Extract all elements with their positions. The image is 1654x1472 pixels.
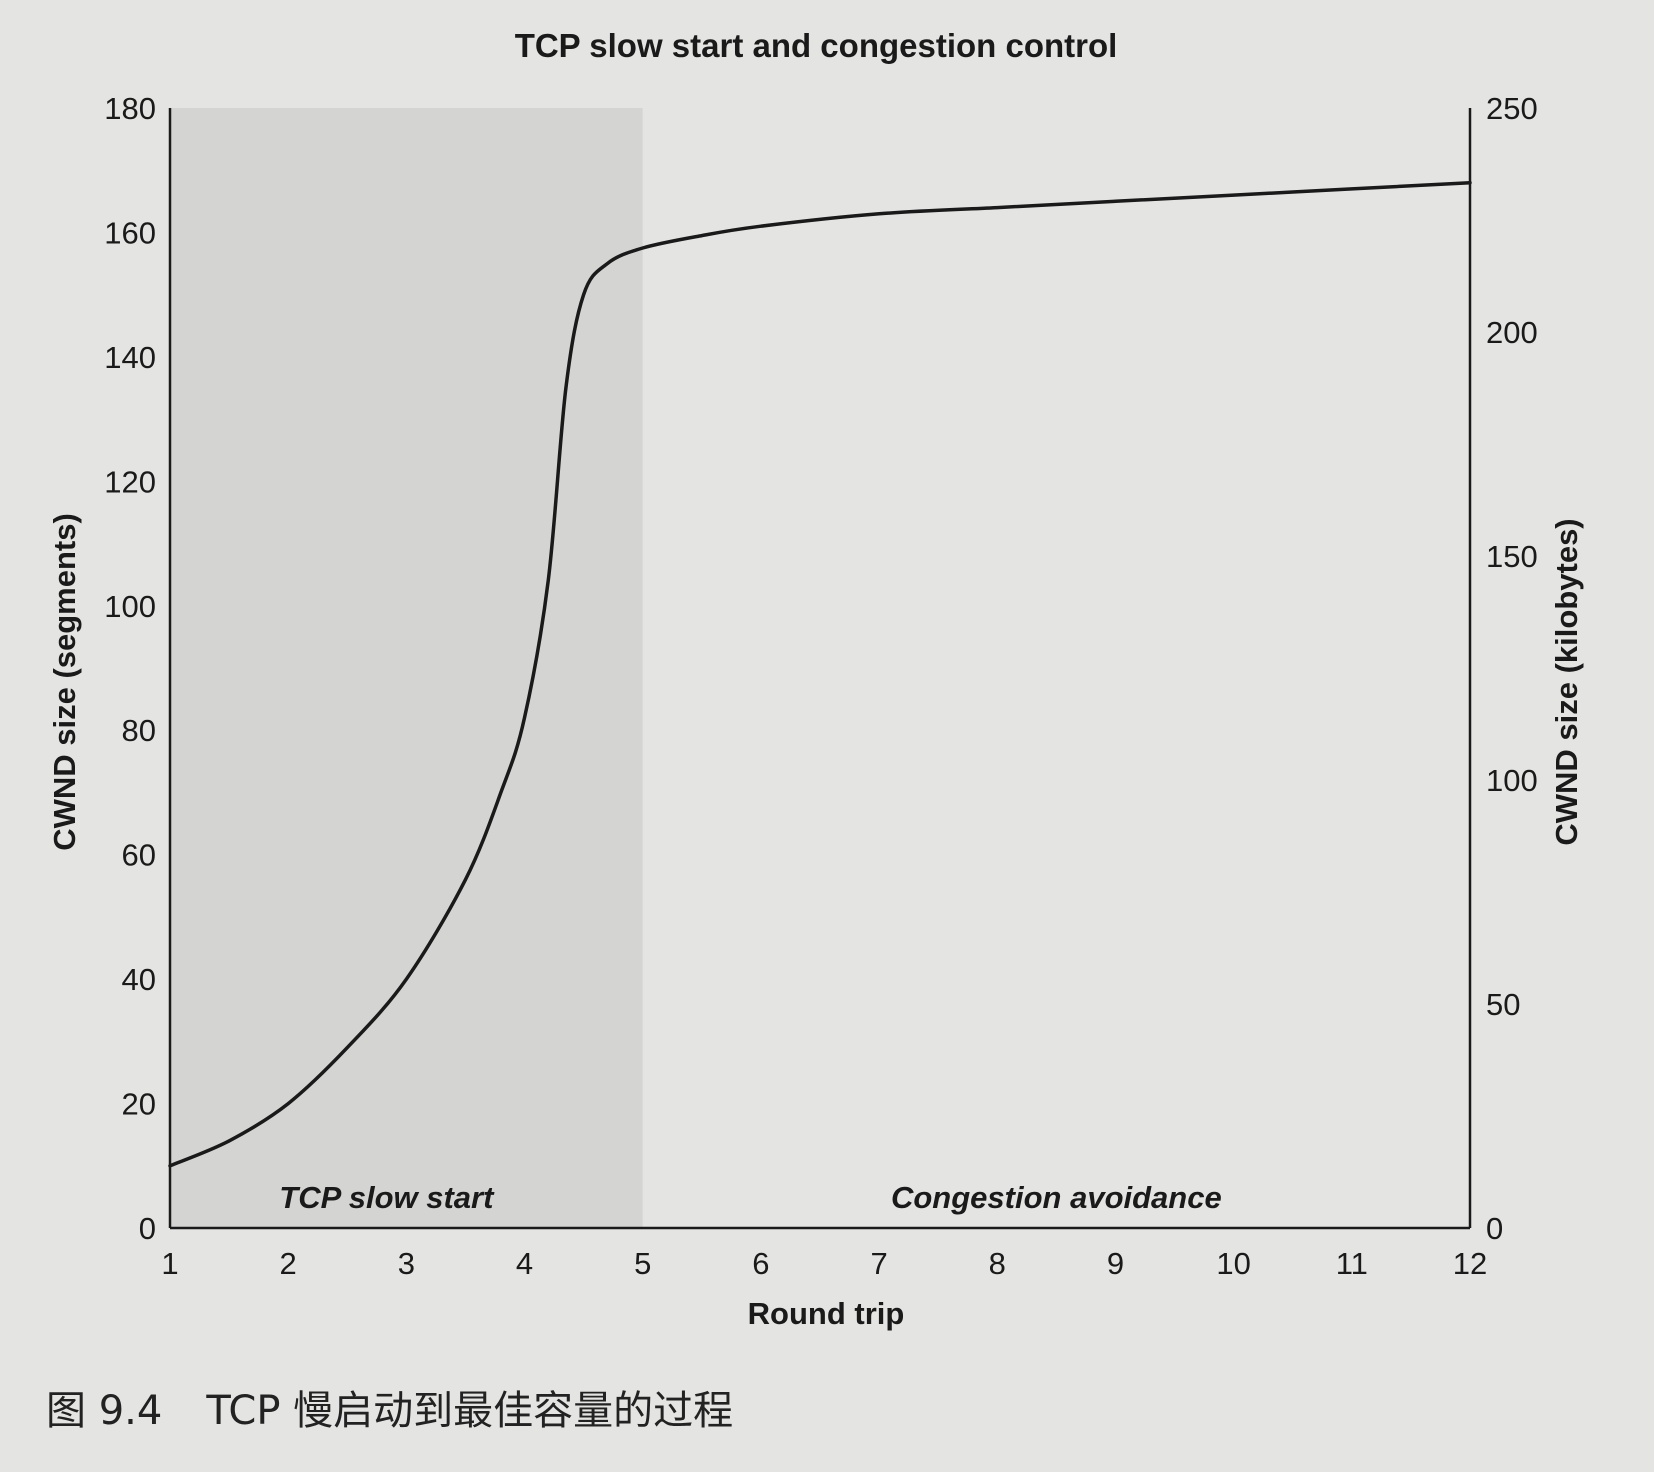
region-label-1: Congestion avoidance bbox=[891, 1180, 1222, 1215]
y-tick-label: 100 bbox=[104, 589, 156, 624]
chart-ticks: 1 2 3 4 5 6 7 8 9 10 11 120204060801001201401601800… bbox=[104, 91, 1537, 1281]
chart-series bbox=[168, 180, 1472, 1168]
region-0 bbox=[170, 108, 643, 1228]
y-tick-label: 40 bbox=[122, 962, 156, 997]
chart-regions bbox=[170, 108, 1470, 1228]
y-tick-label: 140 bbox=[104, 340, 156, 375]
x-tick-label: 12 bbox=[1453, 1246, 1487, 1281]
y2-tick-label: 250 bbox=[1486, 91, 1538, 126]
figure-number: 图 9.4 bbox=[46, 1388, 163, 1434]
y-axis-label: CWND size (segments) bbox=[47, 513, 82, 851]
y-tick-label: 20 bbox=[122, 1087, 156, 1122]
x-tick-label: 10 bbox=[1216, 1246, 1250, 1281]
x-tick-label: 4 bbox=[516, 1246, 533, 1281]
figure-caption: 图 9.4 TCP 慢启动到最佳容量的过程 bbox=[46, 1378, 733, 1436]
chart-axes bbox=[168, 108, 1472, 1230]
y2-tick-label: 150 bbox=[1486, 539, 1538, 574]
y-tick-label: 80 bbox=[122, 713, 156, 748]
x-tick-label: 6 bbox=[752, 1246, 769, 1281]
y2-tick-label: 0 bbox=[1486, 1211, 1503, 1246]
y-tick-label: 160 bbox=[104, 215, 156, 250]
x-tick-label: 8 bbox=[989, 1246, 1006, 1281]
y-tick-label: 60 bbox=[122, 838, 156, 873]
x-tick-label: 7 bbox=[870, 1246, 887, 1281]
x-tick-label: 3 bbox=[398, 1246, 415, 1281]
y2-tick-label: 200 bbox=[1486, 315, 1538, 350]
y2-tick-label: 100 bbox=[1486, 763, 1538, 798]
x-tick-label: 9 bbox=[1107, 1246, 1124, 1281]
figure-caption-text: TCP 慢启动到最佳容量的过程 bbox=[206, 1388, 734, 1434]
x-tick-label: 5 bbox=[634, 1246, 651, 1281]
region-1 bbox=[642, 108, 1470, 1228]
series-line-0 bbox=[168, 180, 1472, 1168]
y-tick-label: 120 bbox=[104, 464, 156, 499]
chart-title: TCP slow start and congestion control bbox=[515, 27, 1118, 64]
x-tick-label: 2 bbox=[280, 1246, 297, 1281]
y2-axis-label: CWND size (kilobytes) bbox=[1549, 518, 1584, 845]
x-axis-label: Round trip bbox=[748, 1296, 905, 1331]
y-tick-label: 180 bbox=[104, 91, 156, 126]
x-tick-label: 1 bbox=[161, 1246, 178, 1281]
y2-tick-label: 50 bbox=[1486, 987, 1520, 1022]
y-tick-label: 0 bbox=[139, 1211, 156, 1246]
region-label-0: TCP slow start bbox=[279, 1180, 495, 1215]
region-labels: TCP slow start Congestion avoidance bbox=[279, 1180, 1221, 1215]
x-tick-label: 11 bbox=[1336, 1246, 1368, 1281]
